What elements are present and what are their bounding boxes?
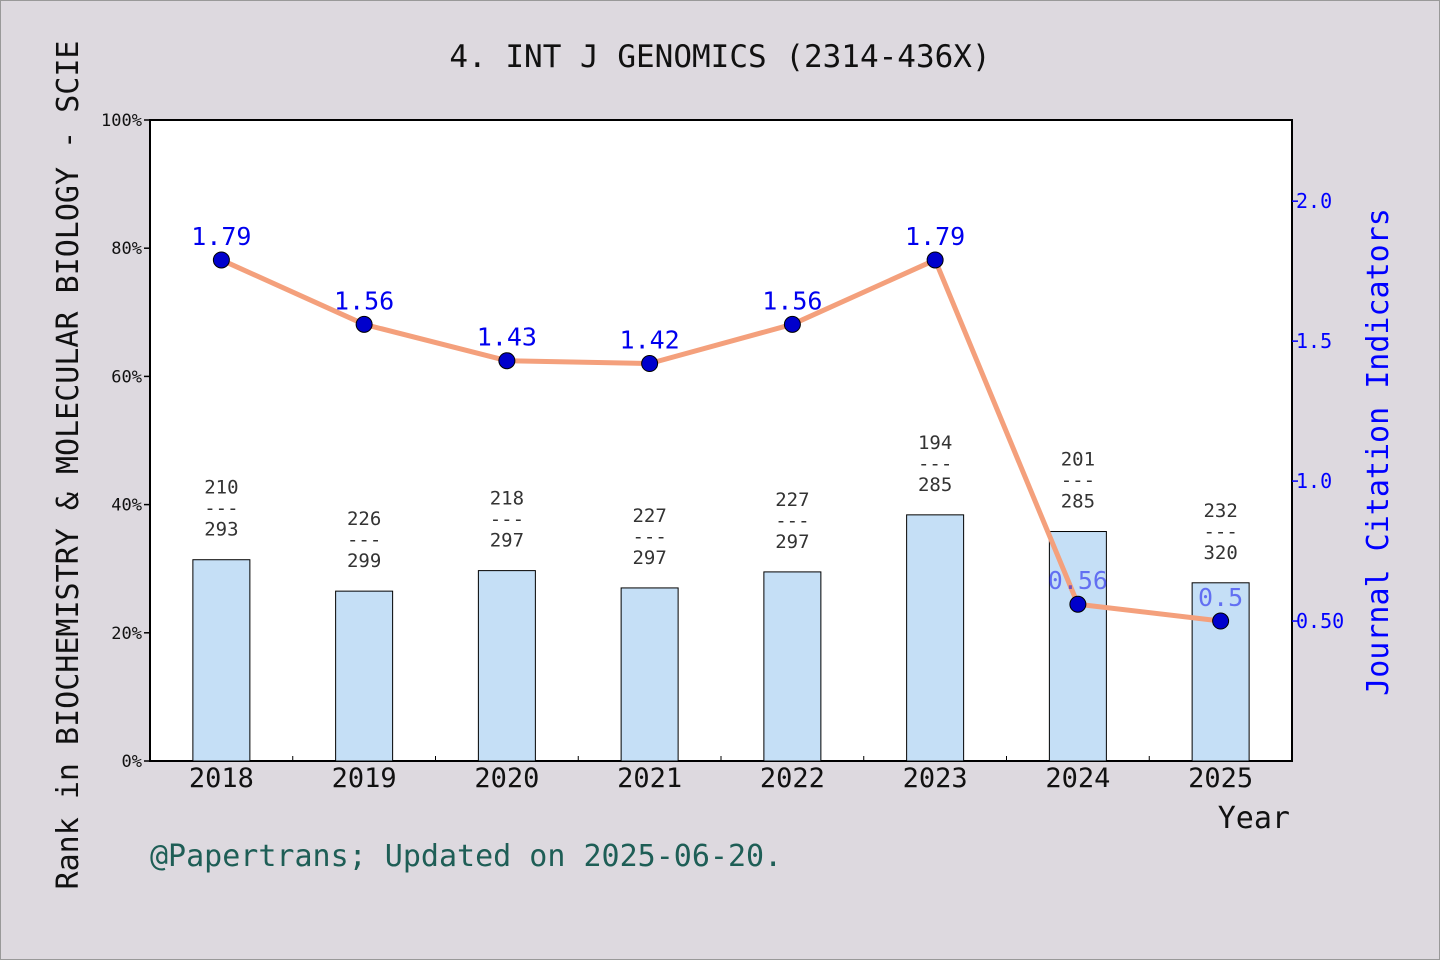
- bar-label-total: 297: [490, 530, 524, 552]
- x-tick-label-2020: 2020: [474, 763, 539, 794]
- bar-label-total: 299: [347, 550, 381, 572]
- bar-label-2020: 218---297: [490, 488, 524, 552]
- jci-value-label-2022: 1.56: [762, 286, 822, 315]
- bar-label-total: 285: [918, 474, 952, 496]
- jci-value-label-2018: 1.79: [191, 222, 251, 251]
- bar-2020: [477, 570, 536, 762]
- bar-label-separator: ---: [347, 529, 381, 551]
- bar-label-rank: 210: [204, 477, 238, 499]
- right-axis-tick-label: 2.0: [1296, 189, 1332, 213]
- bar-label-separator: ---: [1061, 470, 1095, 492]
- plot-area: [149, 119, 1293, 762]
- bar-label-rank: 227: [632, 505, 666, 527]
- left-axis-tick-label: 100%: [101, 111, 142, 131]
- jci-point-2021: [641, 355, 659, 373]
- left-axis-tick-label: 20%: [111, 624, 142, 644]
- bar-label-rank: 194: [918, 432, 952, 454]
- jci-value-label-2019: 1.56: [334, 286, 394, 315]
- x-tick-label-2019: 2019: [332, 763, 397, 794]
- x-axis-label: Year: [1218, 801, 1290, 836]
- jci-point-2019: [355, 315, 373, 333]
- jci-value-label-2020: 1.43: [477, 323, 537, 352]
- jci-point-2025: [1212, 612, 1230, 630]
- jci-value-label-2024: 0.56: [1048, 566, 1108, 595]
- bars-layer: [192, 514, 1250, 762]
- chart-title: 4. INT J GENOMICS (2314-436X): [449, 39, 990, 75]
- left-axis-tick-label: 40%: [111, 496, 142, 516]
- bar-2021: [620, 587, 679, 762]
- jci-point-2022: [783, 315, 801, 333]
- bar-label-total: 293: [204, 519, 238, 541]
- bar-label-rank: 232: [1203, 500, 1237, 522]
- right-axis-label: Journal Citation Indicators: [1361, 208, 1396, 696]
- bar-2022: [763, 571, 822, 762]
- jci-point-2018: [212, 251, 230, 269]
- bar-label-separator: ---: [632, 526, 666, 548]
- bar-label-separator: ---: [775, 510, 809, 532]
- line-layer: 1.79 1.56 1.43 1.42 1.56 1.79 0.56 0.5: [191, 222, 1243, 630]
- bar-label-separator: ---: [204, 498, 238, 520]
- bar-label-rank: 201: [1061, 449, 1095, 471]
- bar-label-separator: ---: [1203, 521, 1237, 543]
- x-tick-label-2025: 2025: [1188, 763, 1253, 794]
- left-axis-tick-label: 0%: [122, 752, 142, 772]
- jci-value-label-2021: 1.42: [620, 326, 680, 355]
- bar-2025: [1191, 582, 1250, 762]
- bar-labels-layer: 210---293 226---299218---297227---297227-…: [204, 432, 1238, 572]
- left-axis-tick-label: 80%: [111, 239, 142, 259]
- bar-label-rank: 226: [347, 508, 381, 530]
- jci-point-2023: [926, 251, 944, 269]
- bar-label-2023: 194---285: [918, 432, 952, 496]
- footer-note: @Papertrans; Updated on 2025-06-20.: [150, 839, 782, 874]
- bar-2023: [906, 514, 965, 762]
- right-axis-tick-label: 1.5: [1296, 329, 1332, 353]
- x-tick-label-2018: 2018: [189, 763, 254, 794]
- x-tick-label-2024: 2024: [1045, 763, 1110, 794]
- right-axis-tick-label: 0.50: [1296, 609, 1344, 633]
- jci-point-2024: [1069, 595, 1087, 613]
- jci-value-label-2025: 0.5: [1198, 583, 1243, 612]
- bar-label-total: 320: [1203, 542, 1237, 564]
- axes-layer: 0% 20% 40% 60% 80% 100% 0.50 1.0 1.5 2.0 2018 2019 2…: [101, 111, 1344, 794]
- bar-label-2018: 210---293: [204, 477, 238, 541]
- x-tick-label-2021: 2021: [617, 763, 682, 794]
- right-axis-tick-label: 1.0: [1296, 469, 1332, 493]
- bar-label-separator: ---: [918, 453, 952, 475]
- bar-label-total: 297: [775, 531, 809, 553]
- x-tick-label-2023: 2023: [903, 763, 968, 794]
- bar-label-2022: 227---297: [775, 489, 809, 553]
- x-tick-label-2022: 2022: [760, 763, 825, 794]
- bar-label-2021: 227---297: [632, 505, 666, 569]
- left-axis-label: Rank in BIOCHEMISTRY & MOLECULAR BIOLOGY…: [51, 41, 86, 890]
- bar-label-2019: 226---299: [347, 508, 381, 572]
- bar-2019: [335, 590, 394, 762]
- bar-label-2025: 232---320: [1203, 500, 1237, 564]
- bar-2024: [1048, 531, 1107, 762]
- jci-line: [220, 257, 1221, 624]
- bar-label-2024: 201---285: [1061, 449, 1095, 513]
- bar-label-total: 285: [1061, 491, 1095, 513]
- bar-2018: [192, 559, 251, 762]
- jci-value-label-2023: 1.79: [905, 222, 965, 251]
- left-axis-tick-label: 60%: [111, 367, 142, 387]
- bar-label-separator: ---: [490, 509, 524, 531]
- bar-label-rank: 218: [490, 488, 524, 510]
- bar-label-rank: 227: [775, 489, 809, 511]
- jci-point-2020: [498, 352, 516, 370]
- bar-label-total: 297: [632, 547, 666, 569]
